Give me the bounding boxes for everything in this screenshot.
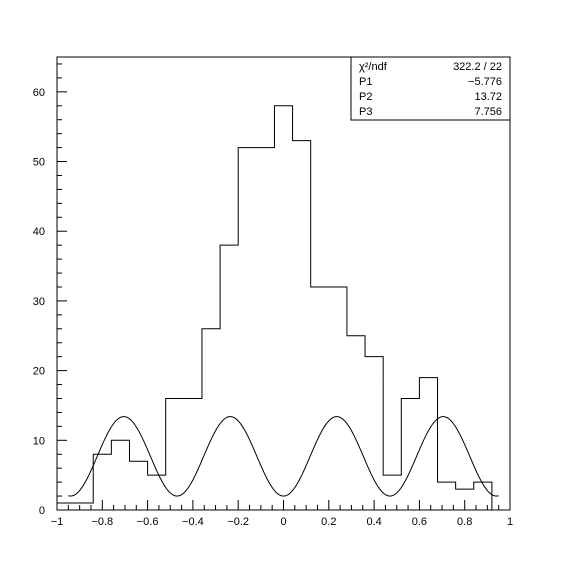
plot-frame	[56, 56, 511, 511]
x-tick-label: −0.8	[91, 516, 113, 528]
y-tick-label: 30	[33, 296, 45, 308]
stats-value: −5.776	[468, 76, 502, 88]
fit-curve	[68, 416, 499, 497]
stats-box-frame	[350, 56, 511, 121]
x-tick-label: −0.6	[137, 516, 159, 528]
x-tick-label: 0.4	[366, 516, 381, 528]
x-tick-label: −1	[51, 516, 64, 528]
x-tick-label: 0.2	[321, 516, 336, 528]
histogram-outline	[56, 105, 493, 510]
y-tick-label: 50	[33, 157, 45, 169]
x-tick-label: −0.4	[182, 516, 204, 528]
fit-line	[68, 416, 499, 497]
x-tick-label: 0.8	[457, 516, 472, 528]
y-tick-label: 40	[33, 226, 45, 238]
stats-label: P2	[359, 91, 372, 103]
x-tick-label: 0	[280, 516, 286, 528]
histogram	[56, 105, 493, 510]
y-tick-label: 20	[33, 366, 45, 378]
x-tick-label: −0.2	[227, 516, 249, 528]
y-tick-label: 10	[33, 435, 45, 447]
stats-box: χ²/ndf 322.2 / 22 P1 −5.776 P2 13.72 P3 7.756	[350, 56, 511, 121]
stats-value: 7.756	[474, 106, 502, 118]
stats-value: 13.72	[474, 91, 502, 103]
x-tick-label: 1	[507, 516, 513, 528]
stats-value: 322.2 / 22	[453, 61, 502, 73]
stats-label: χ²/ndf	[359, 61, 388, 73]
stats-label: P1	[359, 76, 372, 88]
y-tick-label: 0	[39, 505, 45, 517]
axes: −1 −0.8 −0.6 −0.4 −0.2 0 0.2 0.4 0.6 0.8 101020304…	[33, 56, 513, 528]
x-tick-label: 0.6	[412, 516, 427, 528]
y-tick-label: 60	[33, 87, 45, 99]
stats-label: P3	[359, 106, 372, 118]
